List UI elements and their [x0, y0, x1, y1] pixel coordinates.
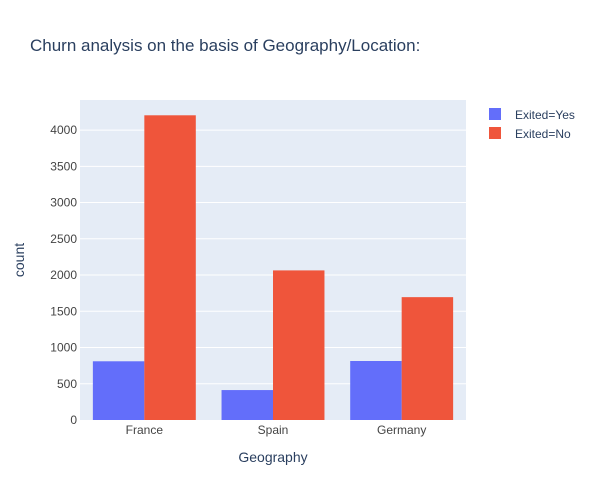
y-axis-label: count [11, 243, 27, 277]
bar-france-exited-yes [92, 361, 145, 420]
bar-france-exited-no [144, 115, 196, 420]
x-axis-label: Geography [238, 449, 307, 465]
y-tick-label: 500 [57, 377, 77, 391]
y-tick-label: 3000 [50, 196, 77, 210]
y-tick-label: 3500 [50, 159, 77, 173]
x-tick-label: Germany [377, 423, 426, 437]
y-tick-label: 1500 [50, 304, 77, 318]
y-tick-label: 2500 [50, 232, 77, 246]
legend-label: Exited=No [515, 127, 571, 141]
x-tick-labels: France Spain Germany [126, 423, 427, 437]
bar-germany-exited-no [401, 297, 454, 420]
y-tick-labels: 0 500 1000 1500 2000 2500 3000 3500 4000 [50, 123, 77, 427]
bar-spain-exited-yes [221, 390, 273, 420]
bar-germany-exited-yes [350, 361, 402, 420]
y-tick-label: 2000 [50, 268, 77, 282]
x-tick-label: Spain [258, 423, 289, 437]
y-tick-label: 1000 [50, 341, 77, 355]
x-tick-label: France [126, 423, 164, 437]
legend-swatch [489, 108, 501, 120]
legend-label: Exited=Yes [515, 108, 575, 122]
bar-spain-exited-no [273, 270, 325, 420]
bars-group [92, 115, 454, 420]
chart-title: Churn analysis on the basis of Geography… [30, 36, 420, 55]
y-tick-label: 4000 [50, 123, 77, 137]
legend: Exited=Yes Exited=No [489, 108, 575, 141]
y-tick-label: 0 [70, 413, 77, 427]
legend-swatch [489, 127, 501, 139]
